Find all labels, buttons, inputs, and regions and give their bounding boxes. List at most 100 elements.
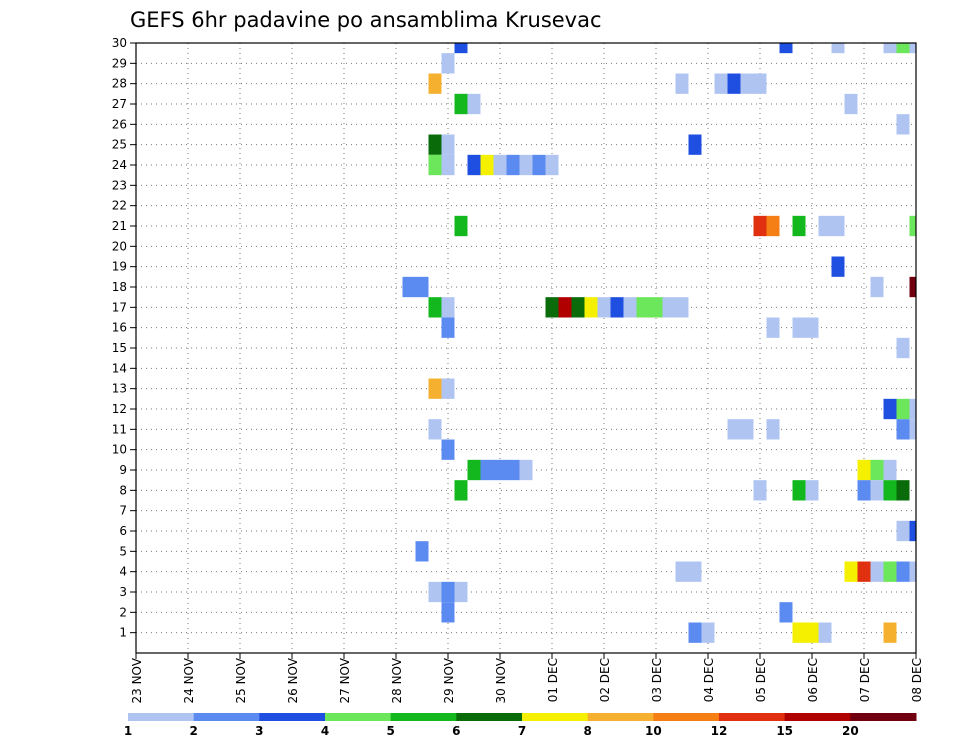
colorbar-label: 6 — [452, 724, 460, 738]
x-tick-label: 28 NOV — [390, 657, 404, 703]
precip-cell — [792, 480, 806, 501]
precip-cell — [727, 419, 741, 440]
colorbar-swatch — [390, 713, 457, 721]
precip-cell — [883, 398, 897, 420]
precip-cell — [441, 317, 455, 338]
precip-cell — [519, 154, 533, 176]
precip-cell — [662, 297, 676, 318]
precip-cell — [766, 419, 780, 440]
x-tick-label: 02 DEC — [598, 658, 612, 702]
x-tick-label: 06 DEC — [806, 658, 820, 702]
precip-cell — [597, 297, 611, 318]
y-tick-label: 2 — [119, 605, 127, 619]
colorbar-label: 8 — [583, 724, 591, 738]
precip-cell — [428, 297, 442, 318]
precip-cell — [870, 480, 884, 501]
precip-cell — [896, 419, 910, 440]
precip-cell — [519, 459, 533, 481]
y-tick-label: 25 — [112, 138, 127, 152]
precip-cell — [532, 154, 546, 176]
precip-cell — [857, 459, 871, 481]
y-tick-label: 8 — [119, 483, 127, 497]
precip-cell — [454, 215, 468, 237]
precip-cell — [896, 114, 910, 135]
precip-cell — [454, 43, 468, 54]
y-tick-label: 22 — [112, 199, 127, 213]
precip-cell — [909, 43, 916, 54]
precip-cell — [909, 215, 916, 237]
precip-cell — [649, 297, 663, 318]
colorbar-label: 10 — [645, 724, 662, 738]
precip-cell — [792, 317, 806, 338]
y-tick-label: 15 — [112, 341, 127, 355]
precip-cell — [883, 622, 897, 643]
x-tick-label: 05 DEC — [754, 658, 768, 702]
colorbar-swatch — [653, 713, 720, 721]
precip-cell — [870, 276, 884, 298]
precip-cell — [883, 561, 897, 582]
precip-cell — [766, 317, 780, 338]
precip-cell — [428, 154, 442, 176]
precip-cell — [909, 276, 916, 298]
precip-cell — [415, 541, 429, 562]
precip-cell — [896, 43, 910, 54]
precip-cell — [753, 73, 767, 94]
y-tick-label: 14 — [112, 361, 127, 375]
precip-cell — [675, 297, 689, 318]
precip-cell — [441, 378, 455, 399]
precip-cell — [818, 622, 832, 643]
precip-cell — [636, 297, 650, 318]
x-tick-label: 27 NOV — [338, 657, 352, 703]
colorbar-swatch — [850, 713, 917, 721]
precip-cell — [831, 215, 845, 237]
precip-cell — [896, 398, 910, 420]
precip-cell — [441, 134, 455, 155]
precip-cell — [805, 480, 819, 501]
precip-cell — [688, 134, 702, 155]
colorbar-swatch — [325, 713, 392, 721]
colorbar-swatch — [259, 713, 326, 721]
precip-cell — [675, 73, 689, 94]
y-tick-label: 10 — [112, 443, 127, 457]
precip-cell — [909, 419, 916, 440]
precip-cell — [857, 561, 871, 582]
precip-cell — [779, 602, 793, 623]
precip-cell — [545, 297, 559, 318]
y-tick-label: 23 — [112, 178, 127, 192]
y-tick-label: 18 — [112, 280, 127, 294]
y-tick-label: 30 — [112, 36, 127, 50]
colorbar-label: 5 — [386, 724, 394, 738]
precip-cell — [441, 439, 455, 460]
y-tick-label: 27 — [112, 97, 127, 111]
precip-cell — [896, 520, 910, 542]
precip-cell — [844, 93, 858, 115]
precip-cell — [584, 297, 598, 318]
precip-cell — [896, 480, 910, 501]
precip-cell — [753, 480, 767, 501]
precip-cell — [740, 419, 754, 440]
precip-cell — [623, 297, 637, 318]
x-tick-label: 08 DEC — [910, 658, 924, 702]
x-tick-label: 04 DEC — [702, 658, 716, 702]
y-tick-label: 24 — [112, 158, 127, 172]
precip-cell — [805, 317, 819, 338]
precip-cell — [610, 297, 624, 318]
y-tick-label: 1 — [119, 626, 127, 640]
colorbar-swatch — [456, 713, 523, 721]
precip-cells — [402, 43, 916, 643]
precip-cell — [844, 561, 858, 582]
precip-cell — [428, 134, 442, 155]
precip-cell — [805, 622, 819, 643]
precip-cell — [545, 154, 559, 176]
colorbar-swatch — [587, 713, 654, 721]
precip-cell — [909, 398, 916, 420]
colorbar-label: 20 — [842, 724, 859, 738]
y-tick-label: 7 — [119, 504, 127, 518]
precip-cell — [571, 297, 585, 318]
colorbar-label: 3 — [255, 724, 263, 738]
x-tick-label: 29 NOV — [442, 657, 456, 703]
precip-cell — [467, 154, 481, 176]
colorbar-swatch — [522, 713, 589, 721]
y-tick-label: 28 — [112, 77, 127, 91]
